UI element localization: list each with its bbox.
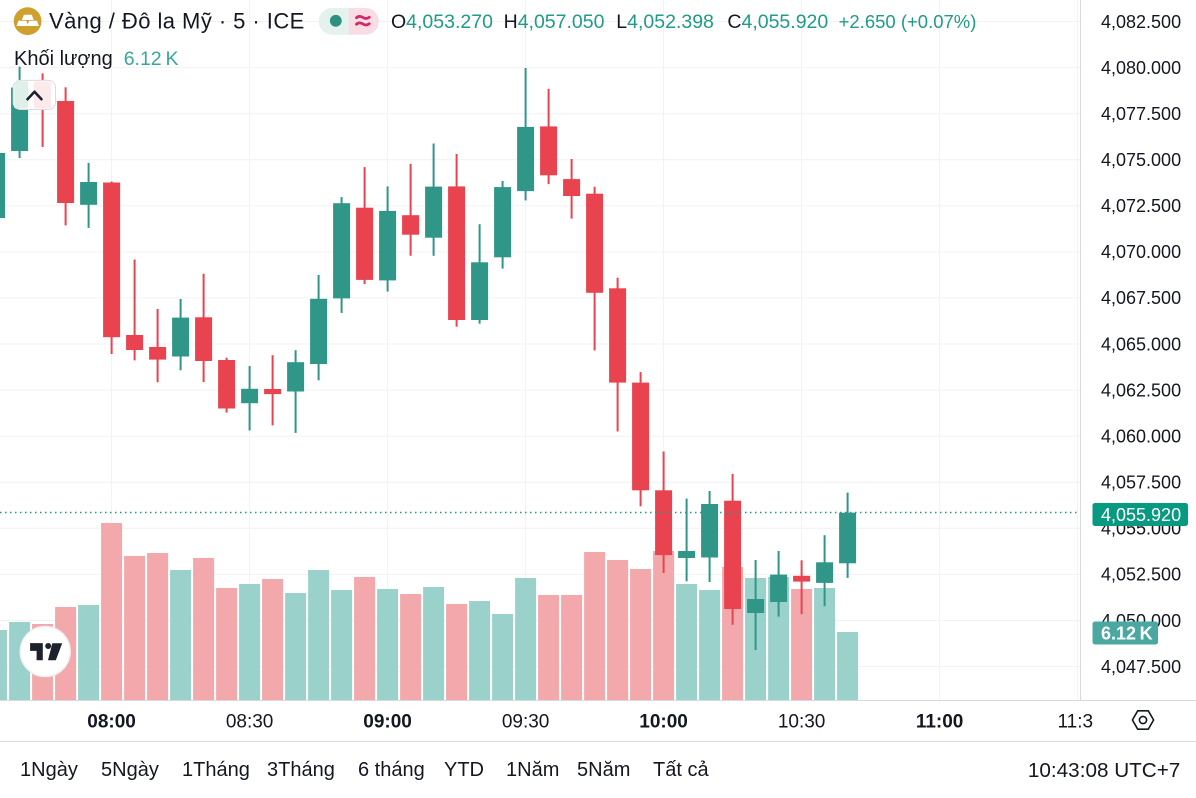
svg-text:4,077.500: 4,077.500 bbox=[1101, 104, 1181, 124]
svg-text:4,070.000: 4,070.000 bbox=[1101, 242, 1181, 262]
svg-text:4,072.500: 4,072.500 bbox=[1101, 196, 1181, 216]
svg-text:L4,052.398: L4,052.398 bbox=[616, 11, 714, 33]
svg-text:4,047.500: 4,047.500 bbox=[1101, 657, 1181, 677]
svg-text:4,055.920: 4,055.920 bbox=[1101, 505, 1181, 525]
svg-text:11:00: 11:00 bbox=[916, 712, 964, 733]
svg-text:4,080.000: 4,080.000 bbox=[1101, 58, 1181, 78]
svg-text:4,060.000: 4,060.000 bbox=[1101, 427, 1181, 447]
svg-text:Vàng / Đô la Mỹ · 5 · ICE: Vàng / Đô la Mỹ · 5 · ICE bbox=[49, 9, 305, 34]
svg-text:4,052.500: 4,052.500 bbox=[1101, 565, 1181, 585]
svg-text:+2.650 (+0.07%): +2.650 (+0.07%) bbox=[839, 11, 977, 32]
svg-text:09:30: 09:30 bbox=[502, 712, 550, 733]
svg-text:H4,057.050: H4,057.050 bbox=[504, 11, 605, 33]
svg-text:Khối lượng: Khối lượng bbox=[14, 48, 113, 70]
svg-text:10:30: 10:30 bbox=[778, 712, 826, 733]
svg-text:08:00: 08:00 bbox=[87, 712, 136, 733]
svg-text:4,082.500: 4,082.500 bbox=[1101, 12, 1181, 32]
svg-text:09:00: 09:00 bbox=[363, 712, 412, 733]
svg-text:4,062.500: 4,062.500 bbox=[1101, 380, 1181, 400]
svg-text:4,067.500: 4,067.500 bbox=[1101, 288, 1181, 308]
svg-text:6.12 K: 6.12 K bbox=[1101, 624, 1153, 644]
svg-text:11:3: 11:3 bbox=[1058, 712, 1094, 733]
svg-text:10:00: 10:00 bbox=[639, 712, 688, 733]
svg-text:C4,055.920: C4,055.920 bbox=[727, 11, 828, 33]
svg-text:4,057.500: 4,057.500 bbox=[1101, 473, 1181, 493]
svg-text:08:30: 08:30 bbox=[226, 712, 274, 733]
svg-text:O4,053.270: O4,053.270 bbox=[391, 11, 493, 33]
svg-text:6.12 K: 6.12 K bbox=[124, 48, 179, 70]
svg-text:4,065.000: 4,065.000 bbox=[1101, 334, 1181, 354]
svg-text:4,075.000: 4,075.000 bbox=[1101, 150, 1181, 170]
